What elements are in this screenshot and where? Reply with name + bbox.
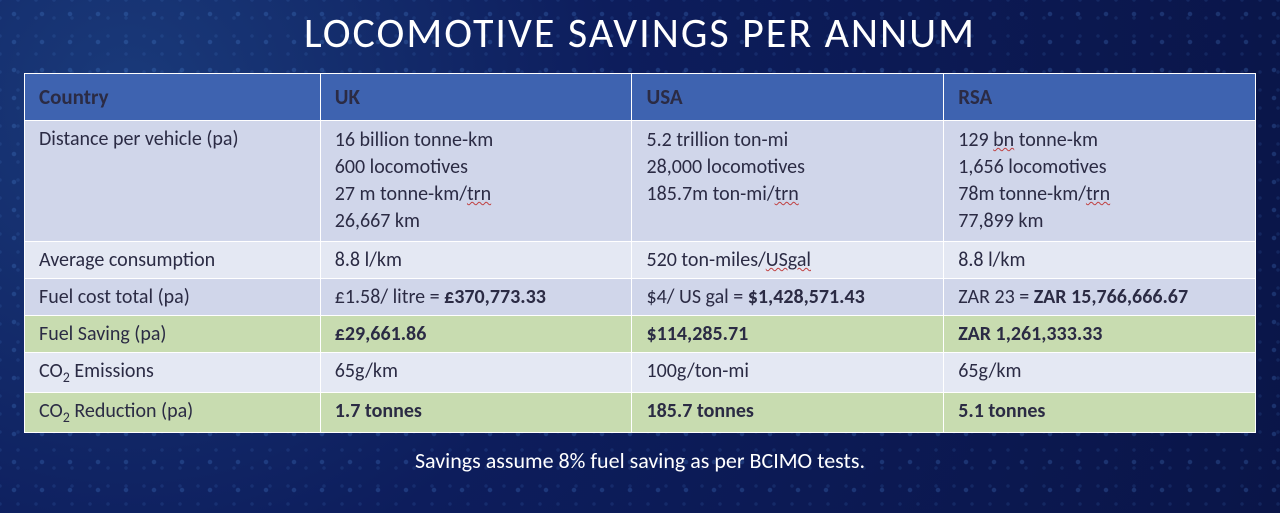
col-rsa: RSA — [944, 74, 1256, 121]
cell-fuel-saving-uk: £29,661.86 — [320, 316, 632, 353]
row-fuel-saving: Fuel Saving (pa) £29,661.86 $114,285.71 … — [25, 316, 1256, 353]
col-country: Country — [25, 74, 321, 121]
label-fuel-cost: Fuel cost total (pa) — [25, 279, 321, 316]
col-usa: USA — [632, 74, 944, 121]
cell-co2-emissions-usa: 100g/ton-mi — [632, 353, 944, 393]
cell-co2-reduction-uk: 1.7 tonnes — [320, 393, 632, 433]
cell-fuel-saving-rsa: ZAR 1,261,333.33 — [944, 316, 1256, 353]
row-consumption: Average consumption 8.8 l/km 520 ton-mil… — [25, 242, 1256, 279]
label-co2-reduction: CO2 Reduction (pa) — [25, 393, 321, 433]
cell-consumption-uk: 8.8 l/km — [320, 242, 632, 279]
row-fuel-cost: Fuel cost total (pa) £1.58/ litre = £370… — [25, 279, 1256, 316]
label-distance: Distance per vehicle (pa) — [25, 121, 321, 242]
label-fuel-saving: Fuel Saving (pa) — [25, 316, 321, 353]
cell-co2-reduction-rsa: 5.1 tonnes — [944, 393, 1256, 433]
row-distance: Distance per vehicle (pa) 16 billion ton… — [25, 121, 1256, 242]
cell-fuel-saving-usa: $114,285.71 — [632, 316, 944, 353]
cell-co2-emissions-uk: 65g/km — [320, 353, 632, 393]
cell-co2-emissions-rsa: 65g/km — [944, 353, 1256, 393]
cell-consumption-usa: 520 ton-miles/USgal — [632, 242, 944, 279]
table-header-row: Country UK USA RSA — [25, 74, 1256, 121]
cell-distance-usa: 5.2 trillion ton-mi 28,000 locomotives 1… — [632, 121, 944, 242]
page-title: LOCOMOTIVE SAVINGS PER ANNUM — [24, 8, 1256, 59]
cell-fuel-cost-rsa: ZAR 23 = ZAR 15,766,666.67 — [944, 279, 1256, 316]
row-co2-reduction: CO2 Reduction (pa) 1.7 tonnes 185.7 tonn… — [25, 393, 1256, 433]
cell-fuel-cost-uk: £1.58/ litre = £370,773.33 — [320, 279, 632, 316]
label-co2-emissions: CO2 Emissions — [25, 353, 321, 393]
row-co2-emissions: CO2 Emissions 65g/km 100g/ton-mi 65g/km — [25, 353, 1256, 393]
cell-distance-uk: 16 billion tonne-km 600 locomotives 27 m… — [320, 121, 632, 242]
cell-distance-rsa: 129 bn tonne-km 1,656 locomotives 78m to… — [944, 121, 1256, 242]
cell-fuel-cost-usa: $4/ US gal = $1,428,571.43 — [632, 279, 944, 316]
label-consumption: Average consumption — [25, 242, 321, 279]
footer-note: Savings assume 8% fuel saving as per BCI… — [24, 447, 1256, 474]
col-uk: UK — [320, 74, 632, 121]
cell-co2-reduction-usa: 185.7 tonnes — [632, 393, 944, 433]
cell-consumption-rsa: 8.8 l/km — [944, 242, 1256, 279]
savings-table: Country UK USA RSA Distance per vehicle … — [24, 73, 1256, 433]
